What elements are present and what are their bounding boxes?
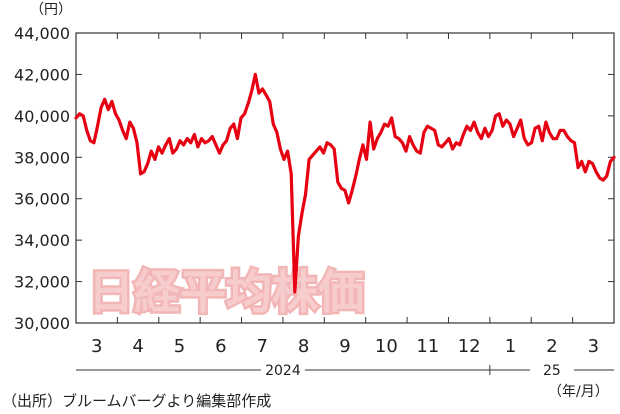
x-axis-years: 2024 25: [76, 361, 614, 379]
watermark: 日経平均株価 日経平均株価: [86, 263, 367, 322]
x-axis-month-labels: 3 4 5 6 7 8 9 10 11 12 1 2 3: [91, 336, 599, 357]
y-tick-label: 32,000: [14, 273, 70, 292]
x-tick-label: 11: [416, 336, 439, 357]
y-axis-unit: （円）: [30, 2, 72, 18]
y-tick-label: 40,000: [14, 107, 70, 126]
year-label: 25: [543, 363, 561, 379]
watermark-text: 日経平均株価: [88, 265, 364, 319]
x-tick-label: 4: [132, 336, 143, 357]
x-tick-label: 6: [215, 336, 226, 357]
y-tick-label: 44,000: [14, 24, 70, 43]
series-line: [74, 72, 616, 294]
y-tick-label: 42,000: [14, 65, 70, 84]
plot-frame: [75, 32, 615, 324]
y-tick-label: 38,000: [14, 148, 70, 167]
x-tick-label: 2: [546, 336, 557, 357]
x-tick-label: 3: [588, 336, 599, 357]
y-axis-ticks: 30,000 32,000 34,000 36,000 38,000 40,000 42,0…: [14, 24, 70, 333]
y-tick-label: 30,000: [14, 314, 70, 333]
y-tick-label: 36,000: [14, 190, 70, 209]
year-label-bg: [529, 361, 574, 379]
x-tick-label: 5: [174, 336, 185, 357]
x-tick-label: 9: [339, 336, 350, 357]
watermark-outline: 日経平均株価: [88, 265, 364, 319]
x-tick-label: 10: [375, 336, 398, 357]
x-tick-label: 3: [91, 336, 102, 357]
x-tick-label: 12: [458, 336, 481, 357]
source-note: （出所）ブルームバーグより編集部作成: [2, 392, 271, 410]
x-tick-label: 8: [298, 336, 309, 357]
year-label-bg: [260, 361, 305, 379]
x-tick-label: 1: [505, 336, 516, 357]
year-label: 2024: [265, 363, 301, 379]
x-axis-unit: （年/月）: [548, 384, 609, 400]
x-tick-label: 7: [257, 336, 268, 357]
y-tick-label: 34,000: [14, 231, 70, 250]
